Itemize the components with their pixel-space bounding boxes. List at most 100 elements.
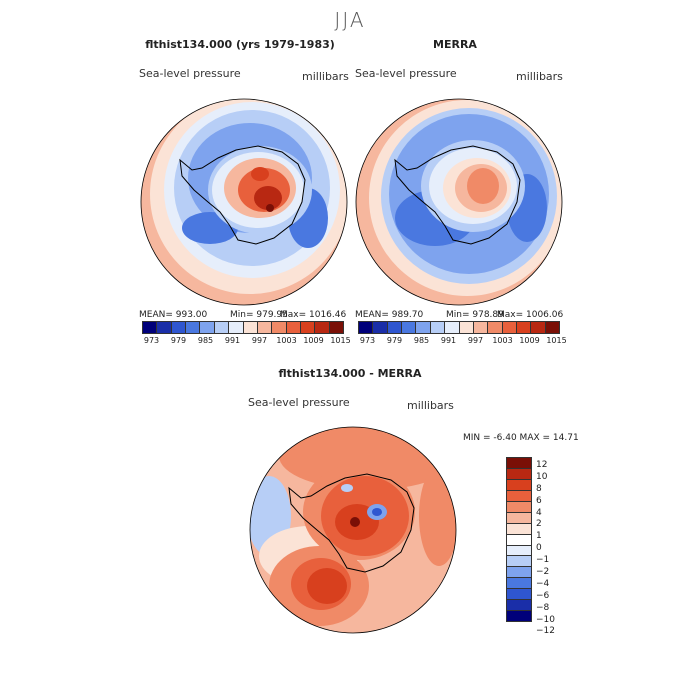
panel2-colorbar-tick: 973 xyxy=(359,336,376,345)
panel2-colorbar-tick: 997 xyxy=(467,336,484,345)
diff-map xyxy=(249,426,457,634)
diff-colorbar-swatch xyxy=(507,556,531,568)
panel1-colorbar-swatch xyxy=(329,322,344,333)
panel2-colorbar-swatch xyxy=(545,322,560,333)
diff-colorbar-swatch xyxy=(507,523,531,535)
diff-colorbar-swatch xyxy=(507,611,531,622)
diff-colorbar-tick: −8 xyxy=(536,602,550,613)
diff-colorbar-swatch xyxy=(507,458,531,469)
diff-colorbar-tick: 0 xyxy=(536,543,542,554)
panel2-colorbar-swatch xyxy=(473,322,489,333)
panel2-colorbar xyxy=(358,321,560,334)
diff-colorbar-swatch xyxy=(507,512,531,524)
panel1-colorbar-tick: 979 xyxy=(170,336,187,345)
panel2-variable: Sea-level pressure xyxy=(355,67,457,80)
panel2-colorbar-tick: 1009 xyxy=(519,336,540,345)
panel1-variable: Sea-level pressure xyxy=(139,67,241,80)
panel1-colorbar-tick: 973 xyxy=(143,336,160,345)
season-title: JJA xyxy=(334,8,366,32)
diff-minmax: MIN = -6.40 MAX = 14.71 xyxy=(463,433,579,443)
diff-colorbar-swatch xyxy=(507,545,531,557)
panel1-colorbar-swatch xyxy=(272,322,287,333)
panel2-colorbar-swatch xyxy=(402,322,417,333)
panel1-colorbar xyxy=(142,321,344,334)
panel2-colorbar-swatch xyxy=(488,322,503,333)
panel2-colorbar-ticks: 973 979 985 991 997 1003 1009 1015 xyxy=(356,336,572,345)
panel2-colorbar-swatch xyxy=(373,322,388,333)
panel2-units: millibars xyxy=(516,70,563,83)
diff-colorbar-tick: 4 xyxy=(536,507,542,518)
panel1-colorbar-tick: 991 xyxy=(224,336,241,345)
diff-colorbar-tick: 6 xyxy=(536,495,542,506)
diff-colorbar-swatch xyxy=(507,501,531,513)
panel2-mean: MEAN= 989.70 xyxy=(355,310,424,320)
panel1-colorbar-swatch xyxy=(214,322,230,333)
panel2-colorbar-swatch xyxy=(531,322,546,333)
panel1-colorbar-tick: 985 xyxy=(197,336,214,345)
diff-colorbar-tick: 12 xyxy=(536,460,548,470)
panel1-colorbar-swatch xyxy=(157,322,172,333)
panel2-colorbar-swatch xyxy=(416,322,431,333)
diff-colorbar-swatch xyxy=(507,468,531,480)
panel2-colorbar-swatch xyxy=(359,322,374,333)
panel2-colorbar-tick: 991 xyxy=(440,336,457,345)
panel1-colorbar-swatch xyxy=(286,322,301,333)
panel1-max: Max= 1016.46 xyxy=(280,310,347,320)
panel1-colorbar-swatch xyxy=(300,322,316,333)
panel2-title: MERRA xyxy=(433,38,477,51)
panel2-map xyxy=(355,98,563,306)
diff-colorbar-tick: 10 xyxy=(536,471,548,482)
panel2-colorbar-swatch xyxy=(430,322,446,333)
panel2-min: Min= 978.89 xyxy=(446,310,504,320)
diff-colorbar-tick: −12 xyxy=(536,626,555,637)
diff-colorbar-ticks: 12 10 8 6 4 2 1 0 −1 −2 −4 −6 −8 −10 −12 xyxy=(536,460,555,638)
diff-title: flthist134.000 - MERRA xyxy=(278,367,422,380)
panel2-colorbar-swatch xyxy=(445,322,460,333)
panel1-units: millibars xyxy=(302,70,349,83)
panel1-colorbar-swatch xyxy=(257,322,273,333)
diff-colorbar-tick: 8 xyxy=(536,483,542,494)
panel1-colorbar-swatch xyxy=(200,322,215,333)
diff-colorbar-swatch xyxy=(507,567,531,579)
diff-colorbar xyxy=(506,457,532,622)
panel1-map xyxy=(140,98,348,306)
panel1-colorbar-tick: 1009 xyxy=(303,336,324,345)
panel1-colorbar-tick: 1015 xyxy=(330,336,351,345)
diff-colorbar-swatch xyxy=(507,479,531,491)
diff-colorbar-swatch xyxy=(507,490,531,502)
panel1-colorbar-swatch xyxy=(143,322,158,333)
diff-colorbar-swatch xyxy=(507,578,531,590)
panel2-colorbar-swatch xyxy=(502,322,517,333)
diff-colorbar-swatch xyxy=(507,534,531,546)
panel2-colorbar-tick: 985 xyxy=(413,336,430,345)
panel1-colorbar-tick: 997 xyxy=(251,336,268,345)
diff-variable: Sea-level pressure xyxy=(248,396,350,409)
diff-colorbar-tick: −4 xyxy=(536,578,550,589)
diff-colorbar-tick: 2 xyxy=(536,519,542,530)
diff-colorbar-tick: 1 xyxy=(536,531,542,542)
panel2-max: Max= 1006.06 xyxy=(497,310,564,320)
panel2-colorbar-tick: 1003 xyxy=(492,336,513,345)
diff-units: millibars xyxy=(407,399,454,412)
diff-colorbar-tick: −1 xyxy=(536,555,550,566)
panel2-colorbar-swatch xyxy=(459,322,474,333)
panel1-title: flthist134.000 (yrs 1979-1983) xyxy=(145,38,335,51)
diff-colorbar-swatch xyxy=(507,600,531,612)
panel1-colorbar-swatch xyxy=(229,322,244,333)
diff-colorbar-tick: −2 xyxy=(536,567,550,578)
diff-colorbar-tick: −6 xyxy=(536,590,550,601)
diff-colorbar-tick: −10 xyxy=(536,614,555,625)
panel1-colorbar-swatch xyxy=(171,322,187,333)
panel1-colorbar-swatch xyxy=(186,322,201,333)
panel1-colorbar-swatch xyxy=(243,322,258,333)
panel2-colorbar-tick: 979 xyxy=(386,336,403,345)
panel1-colorbar-tick: 1003 xyxy=(276,336,297,345)
panel1-colorbar-swatch xyxy=(315,322,330,333)
panel1-mean: MEAN= 993.00 xyxy=(139,310,208,320)
panel1-min: Min= 979.95 xyxy=(230,310,288,320)
panel1-colorbar-ticks: 973 979 985 991 997 1003 1009 1015 xyxy=(140,336,356,345)
panel2-colorbar-swatch xyxy=(387,322,403,333)
diff-colorbar-swatch xyxy=(507,589,531,601)
panel2-colorbar-swatch xyxy=(516,322,532,333)
panel2-colorbar-tick: 1015 xyxy=(546,336,567,345)
